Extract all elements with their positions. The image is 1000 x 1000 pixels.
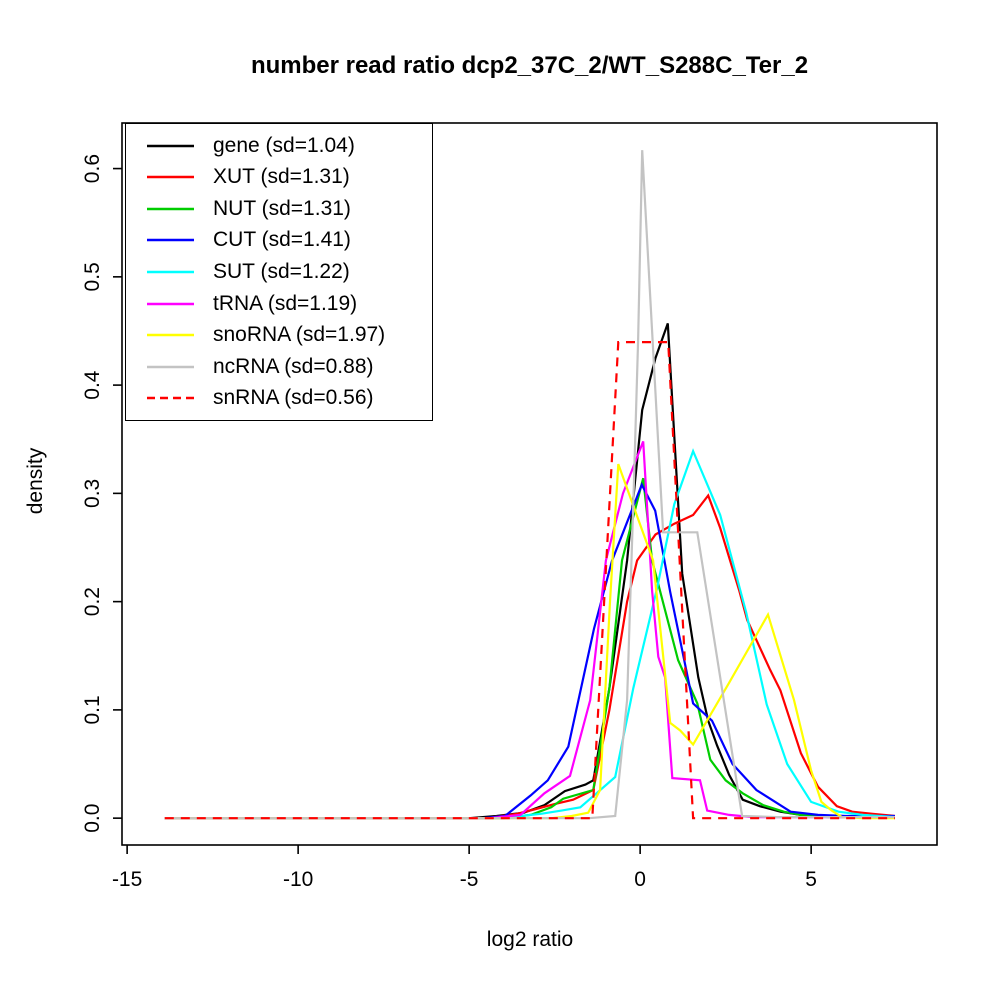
y-tick-label: 0.2	[81, 587, 104, 616]
legend-item-NUT: NUT (sd=1.31)	[126, 194, 432, 224]
x-tick-label: 5	[805, 868, 817, 891]
legend-label-SUT: SUT (sd=1.22)	[213, 259, 350, 283]
legend-line-swatch-XUT	[147, 176, 194, 179]
legend-line-swatch-snRNA	[147, 396, 194, 400]
series-line-CUT	[164, 482, 895, 820]
x-tick-label: -10	[283, 868, 313, 891]
legend-item-snoRNA: snoRNA (sd=1.97)	[126, 320, 432, 350]
series-line-tRNA	[164, 441, 895, 820]
legend-label-snoRNA: snoRNA (sd=1.97)	[213, 323, 386, 347]
legend-line-swatch-SUT	[147, 270, 194, 274]
plot-border	[121, 122, 938, 846]
legend-line-swatch-tRNA	[147, 302, 194, 305]
series-line-SUT	[164, 448, 895, 820]
x-tick-label: -15	[112, 868, 142, 891]
legend-label-XUT: XUT (sd=1.31)	[213, 165, 350, 189]
legend-line-swatch-CUT	[147, 239, 194, 242]
x-tick-label: -5	[460, 868, 479, 891]
legend-label-ncRNA: ncRNA (sd=0.88)	[213, 354, 374, 378]
legend-label-snRNA: snRNA (sd=0.56)	[213, 386, 374, 410]
legend-label-CUT: CUT (sd=1.41)	[213, 228, 351, 252]
legend-label-NUT: NUT (sd=1.31)	[213, 196, 351, 220]
series-line-NUT	[164, 477, 895, 820]
series-line-ncRNA	[164, 150, 895, 820]
y-tick-label: 0.1	[81, 695, 104, 724]
legend-box: gene (sd=1.04) XUT (sd=1.31) NUT (sd=1.31)…	[125, 123, 433, 421]
y-axis-label: density	[24, 447, 47, 515]
legend-line-swatch-gene	[147, 144, 194, 147]
legend-item-ncRNA: ncRNA (sd=0.88)	[126, 352, 432, 382]
legend-label-gene: gene (sd=1.04)	[213, 133, 355, 157]
y-tick-label: 0.0	[81, 804, 104, 833]
x-axis-label: log2 ratio	[486, 928, 574, 951]
legend-item-CUT: CUT (sd=1.41)	[126, 225, 432, 255]
series-line-snoRNA	[164, 463, 895, 820]
series-line-XUT	[164, 493, 896, 820]
y-tick-label: 0.4	[81, 370, 104, 400]
series-line-snRNA	[164, 341, 895, 820]
y-tick-label: 0.5	[81, 262, 104, 291]
legend-item-XUT: XUT (sd=1.31)	[126, 162, 432, 192]
legend-line-swatch-snoRNA	[147, 333, 194, 337]
legend-item-SUT: SUT (sd=1.22)	[126, 257, 432, 287]
y-tick-label: 0.3	[81, 479, 104, 508]
x-tick-label: 0	[634, 868, 646, 891]
y-tick-label: 0.6	[81, 154, 104, 183]
legend-item-tRNA: tRNA (sd=1.19)	[126, 289, 432, 319]
legend-line-swatch-NUT	[147, 207, 194, 211]
chart-title: number read ratio dcp2_37C_2/WT_S288C_Te…	[250, 52, 809, 79]
legend-item-gene: gene (sd=1.04)	[126, 131, 432, 161]
legend-label-tRNA: tRNA (sd=1.19)	[213, 291, 358, 315]
legend-item-snRNA: snRNA (sd=0.56)	[126, 383, 432, 413]
legend-line-swatch-ncRNA	[147, 365, 194, 368]
